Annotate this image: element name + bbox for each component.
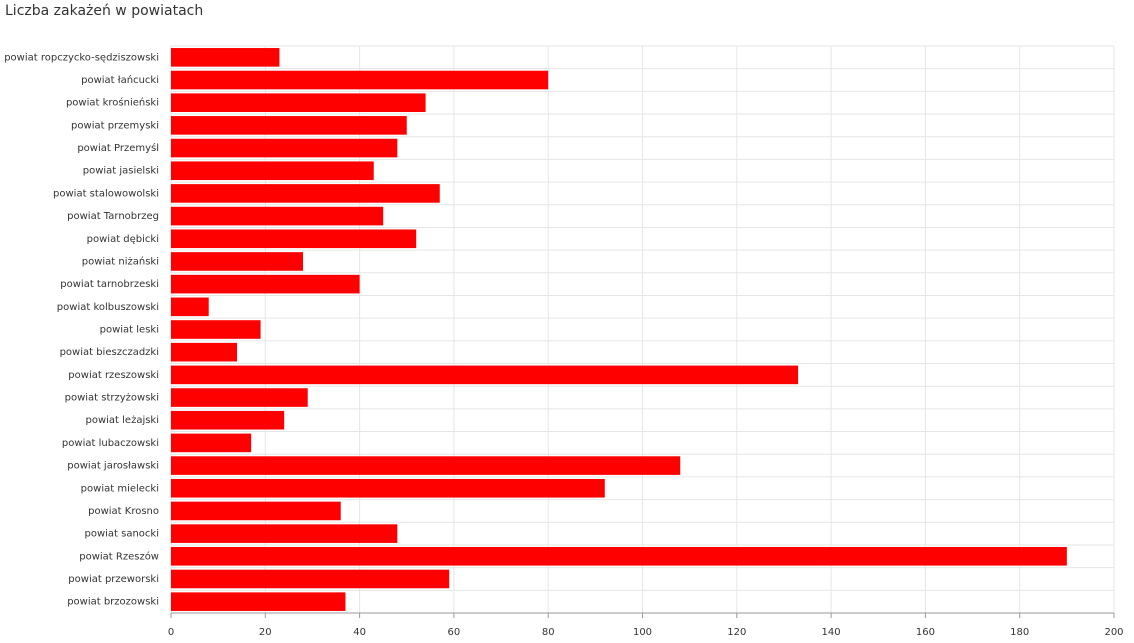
bar — [171, 342, 238, 362]
y-tick-label: powiat przemyski — [71, 120, 159, 131]
bar — [171, 252, 304, 271]
y-tick-label: powiat ropczycko-sędziszowski — [4, 52, 159, 63]
y-tick-label: powiat sanocki — [84, 529, 159, 540]
x-tick-label: 180 — [1010, 627, 1029, 638]
bar — [171, 116, 407, 135]
y-tick-label: powiat Krosno — [88, 506, 159, 517]
bar — [171, 274, 360, 294]
bar — [171, 410, 285, 430]
bar — [171, 93, 426, 112]
bar — [171, 48, 280, 67]
bar — [171, 388, 308, 407]
x-tick-label: 0 — [168, 627, 174, 638]
bar — [171, 184, 440, 203]
y-tick-label: powiat stalowowolski — [53, 188, 159, 199]
bar — [171, 320, 261, 339]
y-tick-label: powiat tarnobrzeski — [60, 279, 159, 290]
y-tick-label: powiat kolbuszowski — [57, 302, 159, 313]
y-tick-label: powiat jarosławski — [67, 461, 159, 472]
bar — [171, 501, 341, 521]
bar — [171, 433, 252, 453]
bar — [171, 456, 681, 475]
y-tick-label: powiat strzyżowski — [65, 393, 159, 404]
bar — [171, 138, 398, 158]
y-tick-label: powiat leżajski — [85, 415, 159, 426]
bar — [171, 229, 417, 249]
y-tick-label: powiat niżański — [82, 255, 159, 267]
x-tick-label: 200 — [1104, 627, 1123, 638]
y-tick-label: powiat leski — [100, 325, 159, 336]
bar — [171, 70, 549, 90]
x-tick-label: 140 — [822, 627, 841, 638]
y-tick-label: powiat krośnieński — [66, 97, 159, 109]
y-tick-label: powiat przeworski — [68, 574, 159, 585]
x-tick-label: 80 — [542, 627, 555, 638]
y-tick-label: powiat lubaczowski — [62, 438, 159, 449]
x-tick-label: 160 — [916, 627, 935, 638]
y-tick-label: powiat Przemyśl — [77, 142, 159, 154]
y-tick-label: powiat Tarnobrzeg — [67, 211, 159, 222]
chart-title: Liczba zakażeń w powiatach — [5, 3, 203, 19]
y-tick-label: powiat Rzeszów — [79, 550, 159, 562]
bar — [171, 569, 450, 589]
y-tick-label: powiat bieszczadzki — [60, 347, 159, 358]
y-tick-label: powiat łańcucki — [81, 74, 159, 86]
y-tick-label: powiat mielecki — [81, 483, 159, 494]
x-tick-label: 120 — [727, 627, 746, 638]
bar — [171, 365, 799, 385]
bar — [171, 206, 384, 226]
bar — [171, 297, 209, 317]
y-tick-label: powiat dębicki — [87, 234, 159, 245]
bar — [171, 547, 1067, 566]
bar — [171, 161, 374, 181]
x-tick-label: 100 — [633, 627, 652, 638]
x-tick-label: 40 — [353, 627, 366, 638]
y-tick-label: powiat rzeszowski — [68, 370, 159, 381]
bar — [171, 592, 346, 611]
x-tick-label: 60 — [448, 627, 461, 638]
x-tick-label: 20 — [259, 627, 272, 638]
bar — [171, 524, 398, 543]
bar — [171, 478, 605, 498]
y-tick-label: powiat brzozowski — [67, 597, 159, 608]
y-tick-label: powiat jasielski — [83, 166, 159, 177]
